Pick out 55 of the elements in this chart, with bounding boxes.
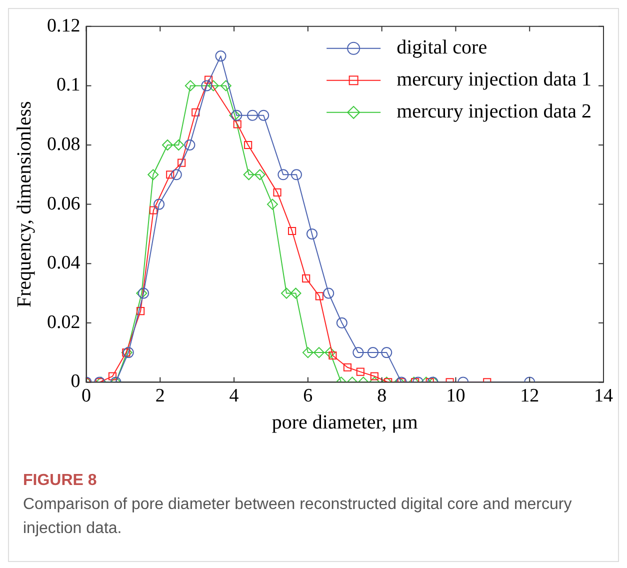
y-tick-label: 0.04 — [47, 252, 81, 274]
point — [244, 140, 252, 150]
y-tick-label: 0.06 — [47, 193, 80, 214]
point — [323, 288, 334, 299]
point — [281, 288, 292, 299]
x-tick-label: 8 — [377, 386, 387, 407]
x-tick-label: 6 — [303, 386, 313, 407]
legend-label: digital core — [396, 36, 488, 59]
point — [184, 140, 196, 150]
point — [173, 140, 184, 150]
point — [149, 206, 158, 214]
point — [336, 317, 348, 328]
point — [201, 80, 212, 92]
x-tick-label: 4 — [229, 386, 240, 407]
point — [170, 169, 182, 180]
x-tick-label: 10 — [446, 386, 466, 407]
y-tick-label: 0.02 — [47, 312, 80, 333]
point — [247, 110, 258, 121]
x-axis-title: pore diameter, μm — [272, 411, 418, 434]
point — [306, 228, 318, 240]
x-tick-label: 12 — [520, 386, 540, 407]
point — [278, 169, 289, 180]
y-tick-label: 0 — [70, 371, 80, 392]
point — [192, 108, 200, 116]
point — [315, 292, 324, 300]
point — [162, 140, 174, 150]
point — [178, 158, 186, 167]
point — [220, 80, 232, 92]
point — [148, 169, 159, 180]
caption: FIGURE 8 — [23, 471, 98, 491]
point — [258, 110, 270, 121]
point — [208, 80, 219, 92]
legend-label: mercury injection data 1 — [396, 68, 592, 91]
point — [273, 188, 282, 196]
point — [166, 170, 174, 179]
point — [204, 76, 213, 84]
point — [290, 169, 302, 180]
point — [302, 274, 310, 282]
y-tick-label: 0.12 — [47, 15, 80, 36]
y-tick-label: 0.08 — [47, 134, 80, 155]
point — [233, 120, 242, 128]
y-axis-title: Frequency, dimensionless — [13, 100, 36, 308]
point — [288, 226, 296, 236]
x-tick-label: 2 — [155, 386, 165, 407]
point — [154, 198, 165, 210]
text: Comparison of pore diameter between reconstructed digital core and mercury injection data. — [23, 495, 573, 539]
y-tick-label: 0.1 — [56, 74, 80, 96]
point — [266, 198, 278, 210]
point — [215, 50, 226, 62]
x-tick-label: 14 — [594, 386, 614, 407]
point — [254, 169, 266, 180]
point — [184, 80, 196, 92]
point — [290, 288, 302, 299]
point — [243, 169, 254, 180]
legend-label: mercury injection data 2 — [396, 100, 592, 123]
